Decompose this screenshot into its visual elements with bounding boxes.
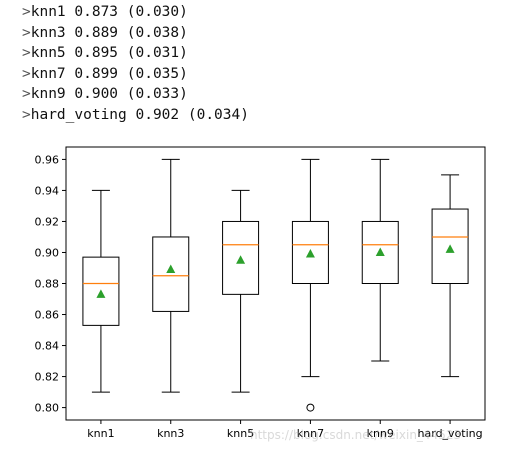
console-line-text: knn9 0.900 (0.033) <box>30 86 188 103</box>
console-line: >knn1 0.873 (0.030) <box>22 2 249 23</box>
y-tick-label: 0.94 <box>35 184 60 197</box>
y-tick-label: 0.86 <box>35 309 60 322</box>
box <box>361 220 399 284</box>
console-line: >knn5 0.895 (0.031) <box>22 43 249 64</box>
mean-marker <box>236 255 246 264</box>
prompt-marker: > <box>22 45 31 62</box>
plot-frame <box>65 146 486 421</box>
x-tick-label: hard_voting <box>418 427 483 440</box>
mean-marker <box>305 249 315 258</box>
watermark-text: https://blog.csdn.net/weixin_44523 <box>250 428 462 442</box>
console-line-text: knn5 0.895 (0.031) <box>30 45 188 62</box>
box <box>152 236 190 312</box>
box <box>291 220 329 284</box>
prompt-marker: > <box>22 24 31 41</box>
mean-marker <box>166 264 176 274</box>
prompt-marker: > <box>22 106 31 123</box>
y-tick-label: 0.96 <box>35 153 60 166</box>
x-tick-label: knn5 <box>227 427 254 440</box>
prompt-marker: > <box>22 65 31 82</box>
mean-marker <box>96 289 106 298</box>
console-line: >knn9 0.900 (0.033) <box>22 84 249 105</box>
console-line: >hard_voting 0.902 (0.034) <box>22 105 249 126</box>
prompt-marker: > <box>22 4 31 20</box>
prompt-marker: > <box>22 86 31 103</box>
x-tick-label: knn1 <box>87 427 114 440</box>
y-tick-label: 0.88 <box>35 278 60 291</box>
y-tick-label: 0.80 <box>35 402 60 415</box>
y-tick-label: 0.92 <box>35 215 60 228</box>
box <box>431 208 469 284</box>
mean-marker <box>375 247 385 256</box>
console-line-text: knn1 0.873 (0.030) <box>30 4 188 20</box>
console-line: >knn7 0.899 (0.035) <box>22 64 249 85</box>
x-tick-label: knn3 <box>157 427 184 440</box>
flier-point <box>306 403 315 412</box>
console-line: >knn3 0.889 (0.038) <box>22 23 249 44</box>
y-tick-label: 0.90 <box>35 246 60 259</box>
box <box>82 256 120 326</box>
mean-marker <box>445 244 455 253</box>
y-tick-label: 0.82 <box>35 371 60 384</box>
console-line-text: knn3 0.889 (0.038) <box>30 24 188 41</box>
box <box>222 220 260 295</box>
x-tick-label: knn7 <box>297 427 324 440</box>
x-tick-label: knn9 <box>367 427 394 440</box>
console-output: >knn1 0.873 (0.030) >knn3 0.889 (0.038) >k… <box>22 2 249 126</box>
console-line-text: hard_voting 0.902 (0.034) <box>30 106 249 123</box>
console-line-text: knn7 0.899 (0.035) <box>30 65 188 82</box>
y-tick-label: 0.84 <box>35 340 60 353</box>
